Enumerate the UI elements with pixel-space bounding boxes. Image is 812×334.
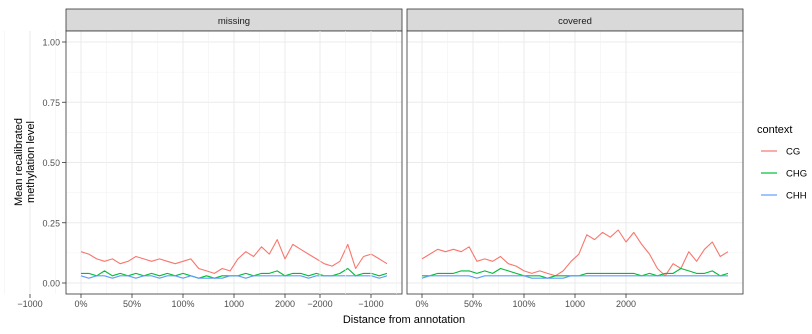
x-tick-label: 1000 bbox=[565, 299, 585, 309]
y-tick-label: 0.75 bbox=[42, 98, 60, 108]
legend-label: CHG bbox=[786, 169, 807, 180]
legend-label: CHH bbox=[786, 191, 807, 202]
x-tick-label: 100% bbox=[512, 299, 535, 309]
series-line-cg bbox=[80, 239, 388, 274]
x-tick-label: 2000 bbox=[275, 299, 295, 309]
panel-border bbox=[65, 30, 403, 295]
y-tick-label: 0.25 bbox=[42, 218, 60, 228]
x-axis-title: Distance from annotation bbox=[343, 314, 465, 326]
x-tick-label: −2000 bbox=[307, 299, 332, 309]
x-tick-label: 50% bbox=[123, 299, 141, 309]
x-tick-label: 0% bbox=[74, 299, 87, 309]
y-tick-label: 1.00 bbox=[42, 38, 60, 48]
legend-label: CG bbox=[786, 147, 800, 158]
y-tick-label: 0.50 bbox=[42, 158, 60, 168]
facet-title: covered bbox=[558, 16, 592, 27]
y-axis-title: Mean recalibratedmethylation level bbox=[13, 118, 37, 206]
x-tick-label: 2000 bbox=[616, 299, 636, 309]
series-line-chh bbox=[421, 275, 728, 279]
y-axis-title-line: Mean recalibrated bbox=[13, 118, 25, 206]
x-tick-label: 100% bbox=[171, 299, 194, 309]
y-axis-title-line: methylation level bbox=[25, 121, 37, 203]
y-tick-label: 0.00 bbox=[42, 279, 60, 289]
x-tick-label: 1000 bbox=[224, 299, 244, 309]
x-tick-label: 50% bbox=[464, 299, 482, 309]
x-tick-label: −1000 bbox=[358, 299, 383, 309]
legend-title: context bbox=[757, 124, 792, 136]
series-line-cg bbox=[421, 229, 729, 277]
x-tick-label: 0% bbox=[415, 299, 428, 309]
series-line-chh bbox=[80, 275, 388, 279]
panel-border bbox=[406, 30, 744, 295]
x-tick-label: −1000 bbox=[17, 299, 42, 309]
facet-title: missing bbox=[218, 16, 250, 27]
